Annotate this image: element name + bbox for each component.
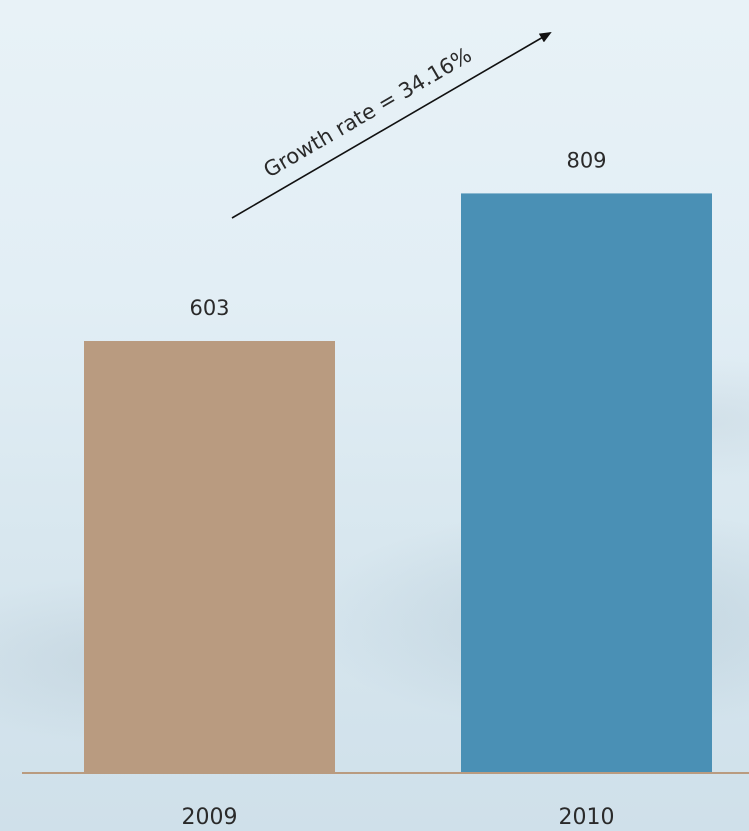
- value-label-2009: 603: [189, 296, 229, 320]
- bar-2009: [84, 341, 335, 773]
- bar-2010: [461, 193, 712, 773]
- growth-rate-annotation: Growth rate = 34.16%: [259, 43, 475, 183]
- category-label-2010: 2010: [559, 805, 615, 830]
- growth-arrow: [231, 31, 552, 219]
- growth-annotation: Growth rate = 34.16%: [231, 31, 552, 219]
- category-label-2009: 2009: [182, 805, 238, 830]
- value-label-2010: 809: [566, 148, 606, 172]
